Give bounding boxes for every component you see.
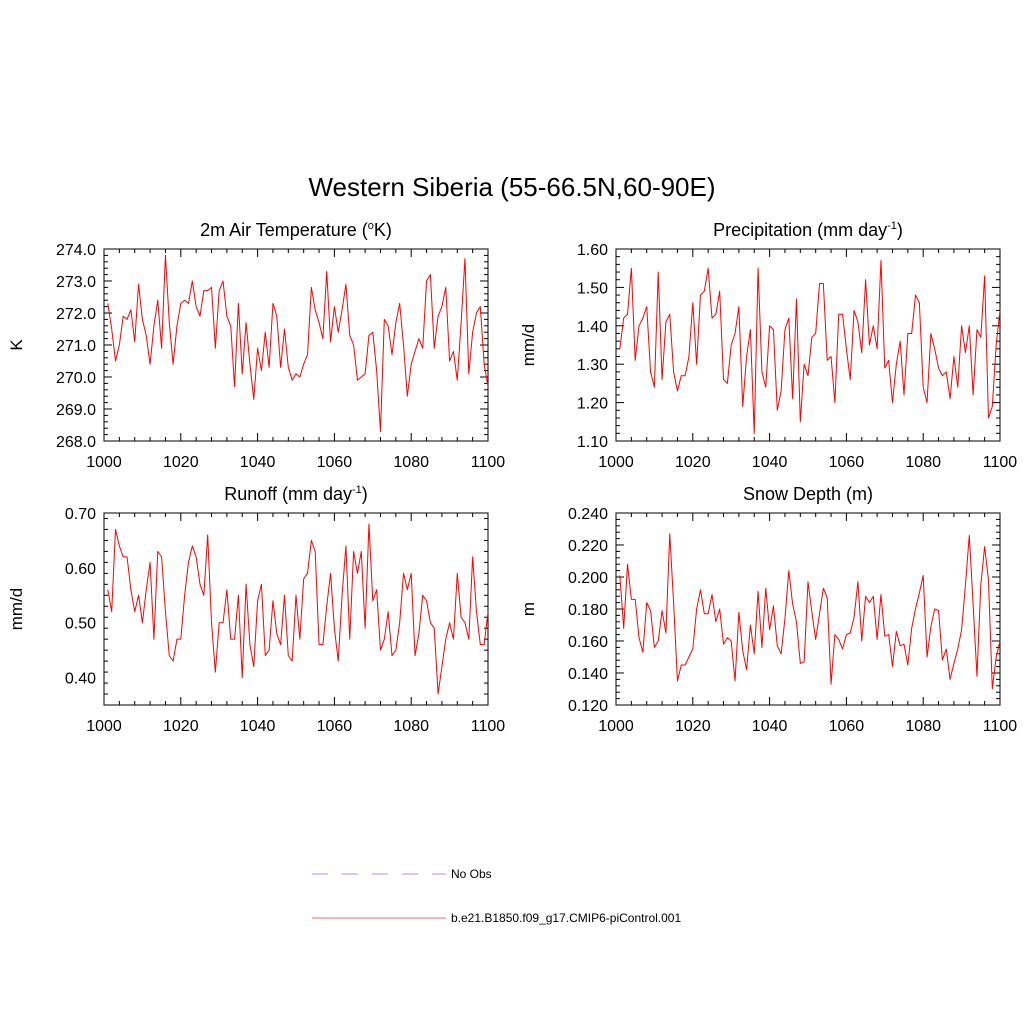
y-tick-label: 269.0 [56, 402, 96, 419]
y-tick-label: 0.140 [568, 666, 608, 683]
x-tick-label: 1000 [598, 718, 634, 735]
y-tick-label: 0.120 [568, 698, 608, 715]
y-tick-label: 0.50 [65, 616, 96, 633]
panel-title: Snow Depth (m) [743, 484, 873, 504]
y-axis-label: mm/d [519, 324, 538, 367]
y-tick-label: 1.60 [577, 242, 608, 259]
x-tick-label: 1020 [675, 454, 711, 471]
x-tick-label: 1000 [86, 454, 122, 471]
y-tick-label: 1.40 [577, 319, 608, 336]
x-tick-label: 1100 [471, 454, 506, 471]
x-tick-label: 1000 [86, 718, 122, 735]
y-tick-label: 1.50 [577, 280, 608, 297]
y-tick-label: 0.200 [568, 570, 608, 587]
x-tick-label: 1080 [905, 718, 941, 735]
y-axis-label: K [7, 339, 26, 351]
x-tick-label: 1020 [163, 454, 199, 471]
y-tick-label: 1.20 [577, 396, 608, 413]
x-tick-label: 1000 [598, 454, 634, 471]
legend-label-no-obs: No Obs [451, 867, 492, 881]
figure-title: Western Siberia (55-66.5N,60-90E) [308, 172, 715, 202]
panel-3: 1000 1020 1040 1060 1080 1100 0.120 0.140 0.160 0… [519, 484, 1017, 735]
x-tick-label: 1100 [983, 718, 1018, 735]
x-tick-label: 1100 [471, 718, 506, 735]
x-tick-label: 1040 [752, 454, 788, 471]
y-tick-label: 274.0 [56, 242, 96, 259]
x-tick-label: 1040 [240, 718, 276, 735]
y-tick-label: 0.60 [65, 561, 96, 578]
panel-frame [103, 512, 489, 706]
legend: No Obs b.e21.B1850.f09_g17.CMIP6-piContr… [312, 867, 681, 925]
series-line [619, 533, 1001, 690]
y-tick-label: 270.0 [56, 370, 96, 387]
panel-frame [615, 248, 1001, 442]
x-tick-label: 1020 [163, 718, 199, 735]
x-tick-label: 1060 [317, 454, 353, 471]
y-tick-label: 273.0 [56, 274, 96, 291]
panel-title: Precipitation (mm day-1) [713, 220, 903, 240]
panels: 1000 1020 1040 1060 1080 1100 268.0 269.0 270.0 2… [7, 220, 1017, 735]
x-tick-label: 1080 [905, 454, 941, 471]
x-tick-label: 1020 [675, 718, 711, 735]
panel-1: 1000 1020 1040 1060 1080 1100 1.10 1.20 1.30 1.40… [519, 220, 1017, 471]
series-line [107, 523, 489, 695]
x-tick-label: 1100 [983, 454, 1018, 471]
panel-title: 2m Air Temperature (oK) [200, 220, 392, 240]
x-tick-label: 1080 [393, 718, 429, 735]
y-tick-label: 271.0 [56, 338, 96, 355]
y-tick-label: 272.0 [56, 306, 96, 323]
panel-0: 1000 1020 1040 1060 1080 1100 268.0 269.0 270.0 2… [7, 220, 505, 471]
panel-2: 1000 1020 1040 1060 1080 1100 0.40 0.50 0.60 0.70… [7, 484, 505, 735]
y-tick-label: 268.0 [56, 434, 96, 451]
x-tick-label: 1060 [829, 718, 865, 735]
series-line [619, 260, 1001, 434]
legend-label-model: b.e21.B1850.f09_g17.CMIP6-piControl.001 [451, 911, 681, 925]
y-axis-label: m [519, 602, 538, 616]
y-axis-label: mm/d [7, 588, 26, 631]
y-tick-label: 0.70 [65, 506, 96, 523]
y-tick-label: 0.40 [65, 671, 96, 688]
y-tick-label: 0.240 [568, 506, 608, 523]
x-tick-label: 1040 [752, 718, 788, 735]
y-tick-label: 0.160 [568, 634, 608, 651]
y-tick-label: 0.220 [568, 538, 608, 555]
series-line [107, 254, 489, 432]
y-tick-label: 1.30 [577, 357, 608, 374]
y-tick-label: 0.180 [568, 602, 608, 619]
x-tick-label: 1060 [829, 454, 865, 471]
y-tick-label: 1.10 [577, 434, 608, 451]
x-tick-label: 1080 [393, 454, 429, 471]
x-tick-label: 1060 [317, 718, 353, 735]
x-tick-label: 1040 [240, 454, 276, 471]
panel-title: Runoff (mm day-1) [224, 484, 368, 504]
